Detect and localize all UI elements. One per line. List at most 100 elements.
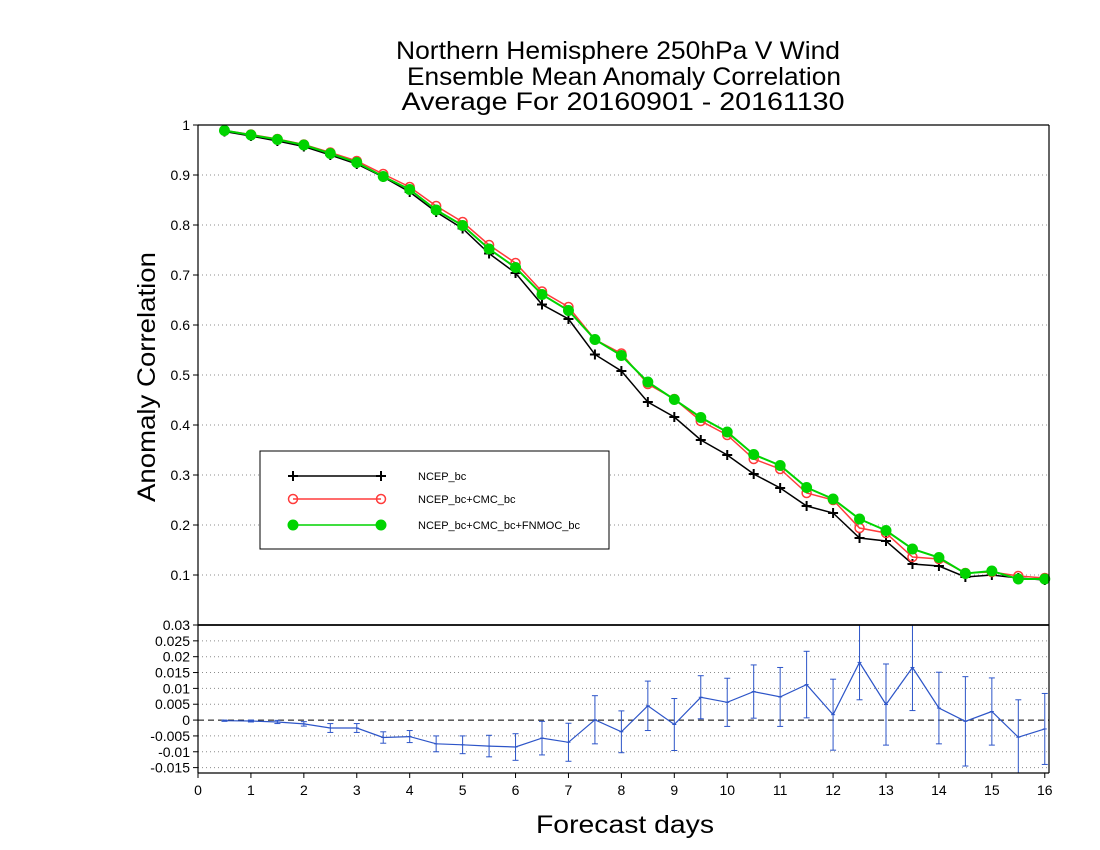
series-ncep-bc-point xyxy=(589,349,600,360)
series-ncep-bc-point xyxy=(775,483,786,493)
difference-error-bar xyxy=(433,735,440,753)
bottom-panel-grid xyxy=(198,640,1049,769)
x-tick-label: 5 xyxy=(459,782,467,798)
difference-error-bar xyxy=(671,698,678,751)
x-tick-label: 11 xyxy=(773,782,788,798)
legend-swatch-marker xyxy=(287,519,299,531)
series-ncep-bc-point xyxy=(907,559,918,569)
series-ncep-bc-cmc-bc-fnmoc-bc-point xyxy=(324,148,336,159)
difference-line xyxy=(224,661,1045,748)
y-tick-label: 0.8 xyxy=(171,217,191,233)
difference-error-bar xyxy=(909,625,916,712)
series-ncep-bc-cmc-bc-fnmoc-bc-point xyxy=(1012,573,1024,585)
series-ncep-bc-cmc-bc-fnmoc-bc-point xyxy=(536,289,548,300)
legend-swatch-marker xyxy=(287,493,299,505)
series-ncep-bc-cmc-bc-fnmoc-bc-point xyxy=(748,449,760,460)
series-ncep-bc-cmc-bc-fnmoc-bc-point xyxy=(906,543,918,555)
difference-error-bar xyxy=(830,678,837,751)
series-ncep-bc-point xyxy=(854,533,865,543)
series-ncep-bc-cmc-bc-fnmoc-bc-point xyxy=(377,171,389,182)
series-ncep-bc-cmc-bc-fnmoc-bc-point xyxy=(642,376,654,388)
series-ncep-bc-cmc-bc-fnmoc-bc-point xyxy=(430,204,442,216)
series-ncep-bc-cmc-bc-fnmoc-bc-point xyxy=(721,426,733,438)
y-tick-label: -0.015 xyxy=(150,760,190,776)
series-ncep-bc-cmc-bc-fnmoc-bc-point xyxy=(933,552,945,563)
legend-entry-ncep-bc: NCEP_bc xyxy=(288,471,467,483)
difference-error-bar xyxy=(962,676,969,767)
difference-error-bar xyxy=(1041,692,1048,765)
x-tick-label: 10 xyxy=(719,782,735,798)
axis-ticks: 10.90.80.70.60.50.40.30.20.10.030.0250.0… xyxy=(150,117,1052,798)
difference-error-bar xyxy=(565,722,572,762)
legend-swatch-marker xyxy=(375,493,387,505)
difference-error-bar xyxy=(724,677,731,727)
series-ncep-bc-point xyxy=(722,450,733,460)
legend-swatch-marker xyxy=(375,519,387,531)
y-tick-label: 0.5 xyxy=(171,367,191,383)
legend-label: NCEP_bc xyxy=(418,471,467,483)
x-tick-label: 8 xyxy=(617,782,625,798)
chart-title-line-1: Northern Hemisphere 250hPa V Wind xyxy=(396,37,840,65)
y-tick-label: 0.3 xyxy=(171,467,191,483)
series-ncep-bc-cmc-bc-fnmoc-bc-point xyxy=(218,125,230,136)
difference-error-bar xyxy=(856,625,863,701)
y-tick-label: 1 xyxy=(182,117,190,133)
chart-title-line-2: Ensemble Mean Anomaly Correlation xyxy=(407,63,841,91)
chart-title-line-3: Average For 20160901 - 20161130 xyxy=(402,88,845,116)
difference-error-bar xyxy=(882,663,889,746)
series-ncep-bc-cmc-bc-fnmoc-bc xyxy=(218,125,1051,585)
difference-error-bar xyxy=(618,710,625,754)
difference-error-bar xyxy=(486,734,493,758)
legend-items: NCEP_bc NCEP_bc+CMC_bc NCEP_bc+CMC_bc+FNMO… xyxy=(287,471,580,532)
difference-error-bar xyxy=(935,671,942,745)
x-tick-label: 1 xyxy=(247,782,255,798)
series-ncep-bc-cmc-bc-fnmoc-bc-point xyxy=(774,460,786,471)
difference-error-bar xyxy=(697,675,704,720)
x-axis-label: Forecast days xyxy=(536,811,714,839)
y-tick-label: -0.005 xyxy=(150,728,190,744)
series-ncep-bc-cmc-bc-fnmoc-bc-point xyxy=(615,350,627,361)
series-ncep-bc-cmc-bc-fnmoc-bc-point xyxy=(510,262,522,273)
legend-label: NCEP_bc+CMC_bc+FNMOC_bc xyxy=(418,520,580,532)
series-ncep-bc-cmc-bc-fnmoc-bc-point xyxy=(457,220,469,231)
x-tick-label: 9 xyxy=(670,782,678,798)
difference-error-bar xyxy=(591,695,598,745)
legend-entry-ncep-bc-cmc-bc: NCEP_bc+CMC_bc xyxy=(287,493,516,506)
y-tick-label: 0.02 xyxy=(163,649,190,665)
difference-error-bar xyxy=(274,719,281,725)
difference-error-bar xyxy=(459,735,466,755)
y-tick-label: 0.005 xyxy=(155,696,190,712)
legend-box xyxy=(259,450,610,550)
series-ncep-bc-point xyxy=(695,435,706,445)
x-tick-label: 0 xyxy=(194,782,202,798)
y-tick-label: 0.4 xyxy=(171,417,191,433)
series-ncep-bc-cmc-bc-fnmoc-bc-point xyxy=(483,243,495,255)
x-tick-label: 16 xyxy=(1037,782,1053,798)
series-ncep-bc-cmc-bc-fnmoc-bc-point xyxy=(271,134,283,145)
legend-label: NCEP_bc+CMC_bc xyxy=(418,494,516,506)
difference-error-bar xyxy=(644,680,651,732)
difference-error-bar xyxy=(750,664,757,719)
difference-error-bar xyxy=(327,723,334,733)
y-tick-label: -0.01 xyxy=(158,744,190,760)
bottom-panel-series xyxy=(221,625,1048,773)
x-tick-label: 13 xyxy=(878,782,894,798)
series-ncep-bc-cmc-bc-fnmoc-bc-point xyxy=(854,513,866,525)
difference-error-bar xyxy=(380,731,387,744)
series-ncep-bc-point xyxy=(616,366,627,376)
y-tick-label: 0.01 xyxy=(163,680,190,696)
series-ncep-bc-point xyxy=(748,469,759,479)
difference-error-bar xyxy=(300,721,307,727)
difference-error-bar xyxy=(538,720,545,756)
series-ncep-bc-cmc-bc-fnmoc-bc-point xyxy=(827,493,839,505)
y-tick-label: 0.025 xyxy=(155,633,190,649)
series-ncep-bc-cmc-bc-fnmoc-bc-point xyxy=(1039,573,1051,585)
series-ncep-bc-cmc-bc-fnmoc-bc-point xyxy=(351,157,363,168)
series-ncep-bc-cmc-bc-fnmoc-bc-point xyxy=(562,305,574,316)
difference-error-bar xyxy=(353,723,360,733)
series-ncep-bc-cmc-bc-fnmoc-bc-point xyxy=(589,334,601,345)
series-ncep-bc-cmc-bc-fnmoc-bc-point xyxy=(880,525,892,536)
difference-error-bar xyxy=(1015,699,1022,773)
y-tick-label: 0.6 xyxy=(171,317,191,333)
